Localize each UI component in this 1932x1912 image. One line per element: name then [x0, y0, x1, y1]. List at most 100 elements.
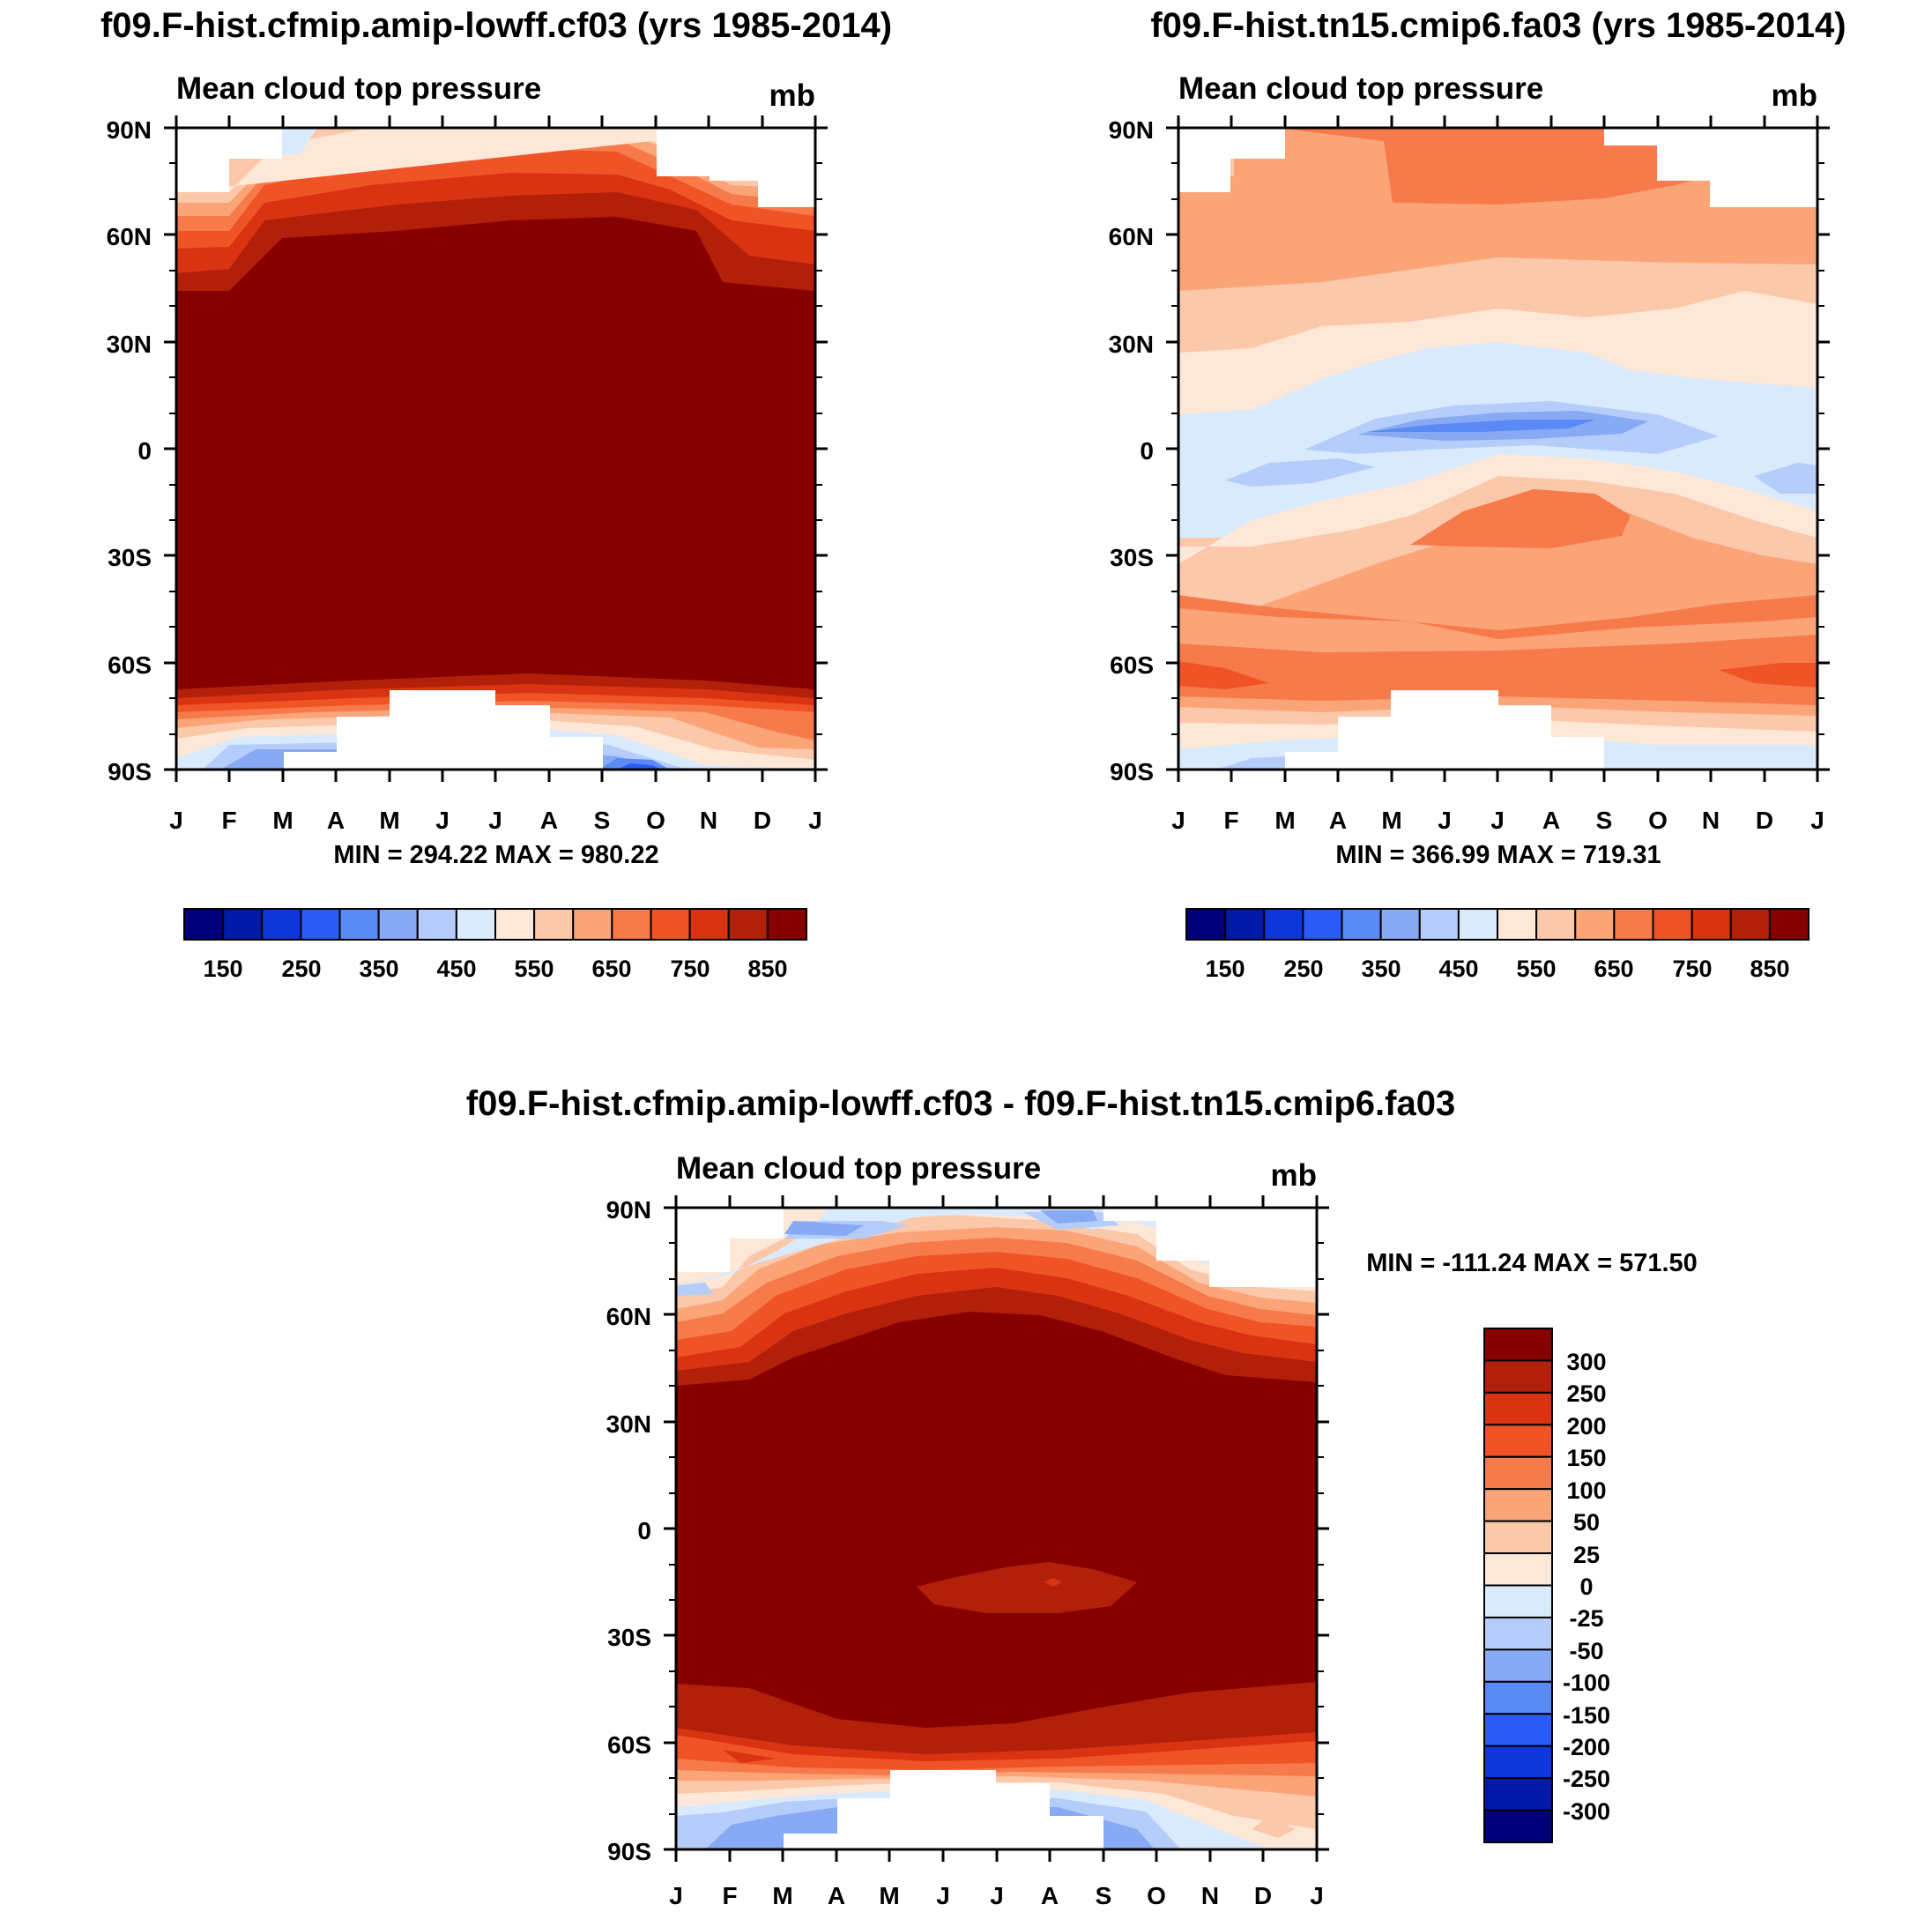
- colorbar-box: [1483, 1552, 1553, 1587]
- colorbar-box: [1341, 908, 1382, 941]
- colorbar-label: -25: [1569, 1605, 1603, 1632]
- y-tick-label: 30N: [107, 331, 152, 358]
- x-tick-label: F: [722, 1882, 737, 1909]
- x-tick-label: M: [272, 807, 293, 834]
- panel-diff-y-tick-labels: 90N 60N 30N 0 30S 60S 90S: [606, 1196, 651, 1865]
- x-tick-label: F: [1223, 807, 1238, 834]
- x-tick-label: J: [1310, 1882, 1324, 1909]
- x-tick-label: J: [488, 807, 502, 834]
- y-tick-label: 30S: [1110, 544, 1154, 571]
- x-tick-label: D: [1756, 807, 1773, 834]
- x-tick-label: J: [936, 1882, 950, 1909]
- y-tick-label: 60N: [1109, 223, 1154, 250]
- panel-b-minor-ticks: [1171, 162, 1824, 735]
- panel-a-colorbar: 150 250 350 450 550 650 750 850: [183, 908, 807, 982]
- y-tick-label: 0: [637, 1517, 651, 1544]
- colorbar-label: -300: [1563, 1798, 1610, 1825]
- colorbar-box: [766, 908, 807, 941]
- colorbar-box: [338, 908, 380, 941]
- y-tick-label: 30N: [606, 1410, 651, 1438]
- y-tick-label: 60N: [606, 1303, 651, 1330]
- colorbar-label: 350: [359, 956, 398, 982]
- colorbar-label: 250: [281, 956, 321, 982]
- x-tick-label: J: [669, 1882, 683, 1909]
- panel-a-colorbar-labels: 150 250 350 450 550 650 750 850: [203, 956, 787, 982]
- colorbar-label: 450: [1438, 956, 1478, 982]
- colorbar-label: 650: [1594, 956, 1633, 982]
- panel-a-colorbar-boxes: [183, 908, 807, 941]
- colorbar-label: 150: [1566, 1445, 1606, 1471]
- colorbar-box: [1483, 1745, 1553, 1780]
- colorbar-box: [183, 908, 225, 941]
- colorbar-label: 550: [1516, 956, 1556, 982]
- colorbar-box: [1483, 1359, 1553, 1394]
- panel-diff-title: f09.F-hist.cfmip.amip-lowff.cf03 - f09.F…: [466, 1084, 1455, 1123]
- colorbar-box: [1483, 1424, 1553, 1458]
- colorbar-box: [1483, 1680, 1553, 1715]
- x-tick-label: A: [540, 807, 558, 834]
- colorbar-box: [1185, 908, 1227, 941]
- panel-a-field: [176, 128, 815, 770]
- x-tick-label: F: [221, 807, 236, 834]
- colorbar-box: [533, 908, 575, 941]
- colorbar-box: [1302, 908, 1343, 941]
- panel-b-units: mb: [1772, 78, 1818, 113]
- colorbar-box: [727, 908, 769, 941]
- colorbar-label: 100: [1566, 1477, 1606, 1504]
- colorbar-box: [1652, 908, 1693, 941]
- colorbar-box: [1483, 1713, 1553, 1747]
- x-tick-label: S: [594, 807, 611, 834]
- y-tick-label: 90N: [1109, 116, 1154, 144]
- x-tick-label: J: [1438, 807, 1452, 834]
- colorbar-box: [416, 908, 457, 941]
- colorbar-label: 25: [1573, 1542, 1600, 1568]
- colorbar-label: 200: [1566, 1413, 1606, 1440]
- panel-a-y-tick-labels: 90N 60N 30N 0 30S 60S 90S: [107, 116, 152, 785]
- colorbar-label: 850: [1750, 956, 1789, 982]
- colorbar-box: [572, 908, 613, 941]
- y-tick-label: 90N: [606, 1196, 651, 1224]
- x-tick-label: A: [828, 1882, 845, 1909]
- x-tick-label: J: [1490, 807, 1505, 834]
- panel-b-stats: MIN = 366.99 MAX = 719.31: [1335, 841, 1661, 869]
- x-tick-label: M: [379, 807, 399, 834]
- x-tick-label: A: [1041, 1882, 1059, 1909]
- colorbar-box: [1483, 1809, 1553, 1843]
- colorbar-label: 450: [436, 956, 476, 982]
- panel-b-left-string: Mean cloud top pressure: [1178, 71, 1543, 106]
- x-tick-label: S: [1596, 807, 1613, 834]
- colorbar-box: [1483, 1777, 1553, 1812]
- x-tick-label: M: [879, 1882, 899, 1909]
- colorbar-label: 150: [203, 956, 242, 982]
- colorbar-label: 250: [1283, 956, 1323, 982]
- panel-b: f09.F-hist.tn15.cmip6.fa03 (yrs 1985-201…: [1109, 6, 1847, 982]
- x-tick-label: A: [1329, 807, 1347, 834]
- panel-b-colorbar-labels: 150 250 350 450 550 650 750 850: [1205, 956, 1789, 982]
- panel-diff-x-tick-labels: J F M A M J J A S O N D J: [669, 1882, 1324, 1909]
- colorbar-box: [650, 908, 691, 941]
- y-tick-label: 30N: [1109, 331, 1154, 358]
- x-tick-label: M: [1274, 807, 1295, 834]
- colorbar-box: [1497, 908, 1538, 941]
- panel-diff-minor-ticks: [669, 1242, 1324, 1815]
- panel-diff-axis-ticks: [664, 1195, 1329, 1862]
- panel-a-title: f09.F-hist.cfmip.amip-lowff.cf03 (yrs 19…: [100, 6, 892, 45]
- colorbar-box: [1613, 908, 1654, 941]
- colorbar-box: [1690, 908, 1732, 941]
- colorbar-label: 350: [1361, 956, 1401, 982]
- panel-diff-colorbar-labels: 300 250 200 150 100 50 25 0 -25 -50 -100…: [1563, 1349, 1610, 1825]
- x-tick-label: N: [700, 807, 717, 834]
- x-tick-label: N: [1702, 807, 1720, 834]
- colorbar-box: [1457, 908, 1498, 941]
- panel-diff-field: [676, 1208, 1317, 1849]
- colorbar-box: [1224, 908, 1266, 941]
- colorbar-label: -200: [1563, 1734, 1610, 1760]
- x-tick-label: S: [1096, 1882, 1112, 1909]
- colorbar-box: [300, 908, 341, 941]
- panel-a-left-string: Mean cloud top pressure: [176, 71, 541, 106]
- x-tick-label: O: [1648, 807, 1668, 834]
- colorbar-box: [1379, 908, 1421, 941]
- x-tick-label: O: [1147, 1882, 1166, 1909]
- colorbar-box: [377, 908, 419, 941]
- panel-b-x-tick-labels: J F M A M J J A S O N D J: [1171, 807, 1824, 834]
